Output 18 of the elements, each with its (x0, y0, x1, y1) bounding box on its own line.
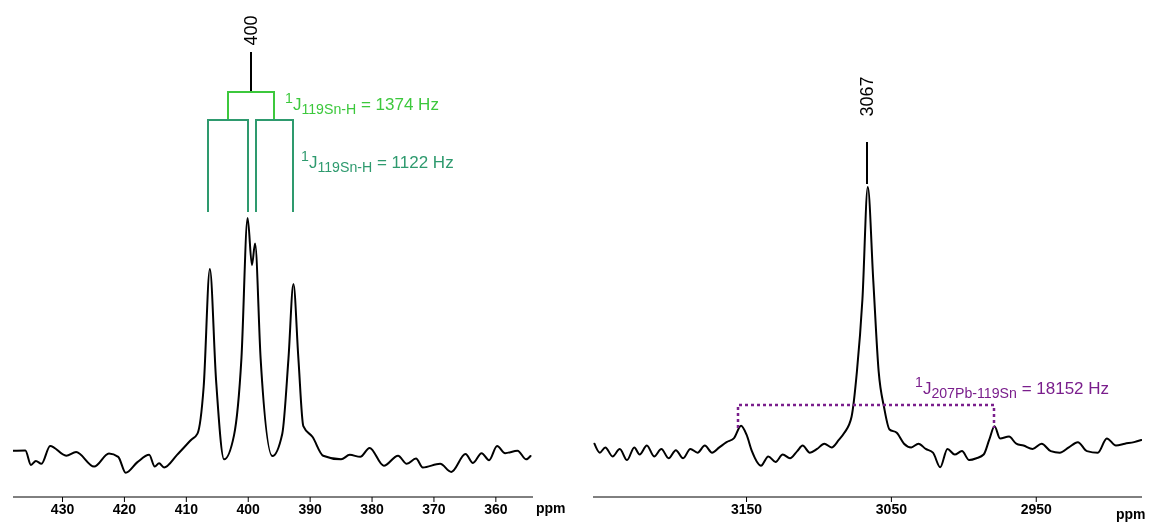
text: 400 (240, 14, 262, 46)
text: $^{1}$J$_{119Sn-H}$ = 1122 Hz (301, 148, 454, 176)
x-tick-label: 2950 (1020, 500, 1053, 517)
x-tick-label: 420 (112, 500, 137, 517)
x-tick-label: 390 (298, 500, 323, 517)
x-tick-label: 410 (174, 500, 199, 517)
x-axis-title: ppm (1116, 506, 1146, 522)
annotation: $^{1}$J$_{207Pb-119Sn}$ = 18152 Hz (915, 374, 1110, 402)
x-tick-label: 370 (422, 500, 446, 517)
text: $^{1}$J$_{119Sn-H}$ = 1374 Hz (285, 90, 439, 118)
x-tick-label: 380 (360, 500, 384, 517)
x-tick-label: 3150 (730, 500, 763, 517)
text: 3067 (856, 75, 878, 117)
x-tick-label: 360 (484, 500, 508, 517)
x-tick-label: 3050 (875, 500, 908, 517)
x-tick-label: 400 (236, 500, 261, 517)
x-axis-title: ppm (536, 500, 566, 516)
x-tick-label: 430 (50, 500, 75, 517)
